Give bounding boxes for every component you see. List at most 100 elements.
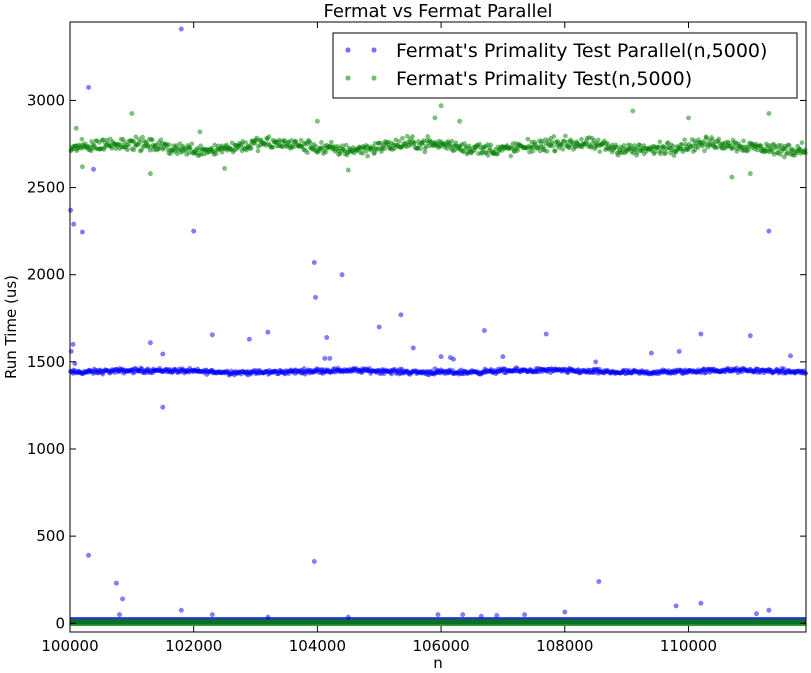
data-point-series-1 [783,146,789,152]
outlier-point-series-0 [209,612,215,618]
outlier-point-series-0 [72,361,78,367]
axis-ticks-layer: 100000 102000 104000 106000 108000 110000 0 500… [27,22,806,655]
data-point-series-1 [323,149,329,155]
outlier-point-series-0 [593,359,599,365]
data-point-series-1 [365,153,370,159]
data-point-series-1 [404,133,410,139]
outlier-point-series-0 [543,331,549,337]
data-point-series-1 [313,143,318,149]
data-point-series-1 [328,139,334,145]
outlier-point-series-0 [766,228,772,234]
outlier-point-series-0 [435,612,441,618]
data-point-series-1 [449,138,455,144]
data-point-series-1 [702,148,707,154]
outlier-point-series-0 [90,166,96,172]
outlier-point-series-0 [766,607,772,613]
data-point-series-1 [595,137,601,143]
outlier-point-series-0 [313,294,319,300]
outlier-point-series-1 [79,164,85,170]
data-point-series-1 [444,146,450,151]
outlier-point-series-0 [698,331,704,337]
data-point-series-1 [291,144,296,150]
data-point-series-1 [563,133,568,139]
legend-label-series-0: Fermat's Primality Test Parallel(n,5000) [396,40,767,62]
plot-area [70,22,806,632]
data-point-series-1 [550,143,555,149]
outlier-point-series-0 [500,354,506,360]
data-point-series-1 [133,134,139,140]
outlier-point-series-0 [398,312,404,318]
data-point-series-1 [786,142,792,148]
outlier-point-series-0 [460,612,466,618]
outlier-point-series-0 [322,355,328,361]
outlier-point-series-0 [178,26,184,32]
outlier-point-series-0 [86,552,92,558]
outlier-point-series-0 [120,596,126,602]
outlier-point-series-1 [630,108,636,114]
data-point-series-1 [131,138,137,144]
outlier-point-series-1 [314,118,320,124]
outlier-point-series-0 [311,558,317,564]
outlier-point-series-0 [478,613,484,619]
outlier-point-series-0 [209,332,215,338]
outlier-point-series-0 [68,207,74,213]
outlier-point-series-0 [79,229,85,235]
outlier-point-series-0 [191,228,197,234]
floor-band-series-1 [70,618,806,626]
outlier-point-series-1 [766,110,772,116]
outlier-point-series-0 [86,84,92,90]
data-point-series-1 [525,136,531,142]
data-point-series-1 [304,150,310,156]
outlier-point-series-0 [562,609,568,615]
data-point-series-1 [782,154,787,160]
floor-band-layer [70,617,806,626]
data-point-series-1 [266,134,272,140]
data-point-series-1 [248,145,254,151]
outlier-point-series-0 [160,351,166,357]
outlier-point-series-0 [698,600,704,606]
outlier-point-series-1 [147,171,153,177]
data-point-series-1 [198,143,204,149]
data-point-series-1 [758,143,764,149]
data-point-series-1 [400,135,405,141]
data-point-series-1 [508,153,514,159]
data-point-series-1 [657,139,663,145]
data-point-series-1 [714,145,720,151]
legend-label-series-1: Fermat's Primality Test(n,5000) [396,68,692,90]
x-tick-label: 102000 [165,637,222,655]
data-point-series-1 [131,147,137,153]
outlier-point-series-0 [339,272,345,278]
outlier-point-series-0 [747,333,753,339]
outlier-point-series-0 [522,612,528,618]
legend-marker-series-1 [345,75,351,81]
x-tick-label: 110000 [660,637,717,655]
outlier-point-series-0 [788,353,794,359]
data-point-series-1 [360,150,366,156]
data-point-series-1 [682,137,688,143]
y-axis-label: Run Time (us) [2,275,20,379]
data-point-series-1 [174,143,179,149]
data-point-series-1 [485,152,491,158]
data-point-series-1 [741,138,746,144]
outlier-point-series-0 [648,350,654,356]
outlier-point-series-0 [327,355,333,361]
outlier-point-series-0 [324,335,330,341]
outlier-point-series-0 [345,614,351,620]
data-point-series-0 [781,366,787,372]
outlier-point-series-1 [686,115,692,121]
outlier-point-series-1 [129,110,135,116]
outlier-point-series-1 [197,129,203,135]
outlier-point-series-0 [265,614,271,620]
outlier-point-series-0 [596,579,602,585]
data-point-series-1 [343,142,349,148]
outlier-point-series-0 [754,611,760,617]
x-tick-label: 106000 [412,637,469,655]
outlier-point-series-1 [729,174,735,180]
legend: Fermat's Primality Test Parallel(n,5000)… [332,32,798,99]
data-point-series-1 [560,146,566,152]
data-point-series-1 [799,140,805,146]
data-point-series-1 [140,134,145,140]
legend-box [332,32,798,99]
data-points-layer [68,26,808,620]
